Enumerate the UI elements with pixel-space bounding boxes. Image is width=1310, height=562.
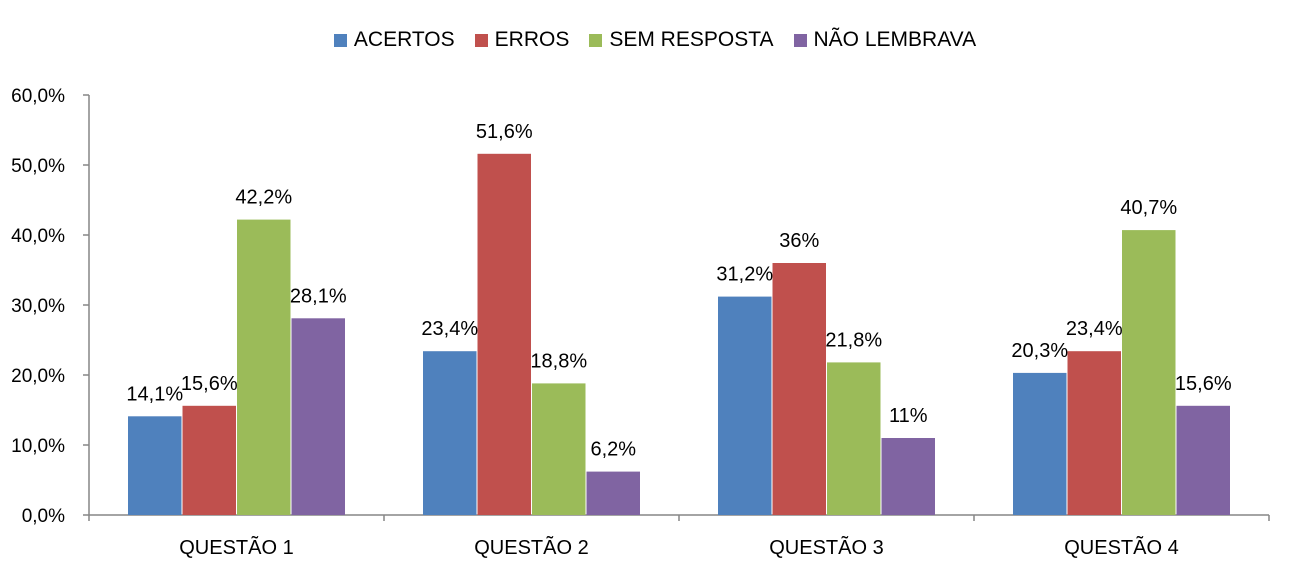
y-tick-label: 0,0% [22,506,65,527]
bar [291,318,345,515]
bar [772,263,826,515]
legend-label: ERROS [494,28,570,51]
y-tick-label: 10,0% [11,436,65,457]
bar [237,219,291,515]
data-label: 14,1% [126,383,183,405]
bar [182,405,236,515]
data-label: 51,6% [476,121,533,143]
legend-item: NÃO LEMBRAVA [793,28,977,52]
data-label: 42,2% [235,187,292,209]
legend-item: ACERTOS [333,28,455,52]
bar [1013,372,1067,515]
data-label: 6,2% [590,439,636,461]
bar [423,351,477,515]
legend-label: SEM RESPOSTA [609,28,774,51]
y-tick-label: 60,0% [11,86,65,107]
x-category-label: QUESTÃO 3 [769,535,883,559]
data-label: 23,4% [1066,318,1123,340]
data-label: 21,8% [825,329,882,351]
bar [881,438,935,515]
legend-swatch [589,33,603,47]
legend-item: SEM RESPOSTA [589,28,774,52]
bar [1067,351,1121,515]
bar [1122,230,1176,515]
data-label: 40,7% [1120,197,1177,219]
legend-label: ACERTOS [353,28,455,51]
data-label: 20,3% [1011,340,1068,362]
bar [718,296,772,515]
data-label: 11% [889,405,928,427]
data-label: 18,8% [530,350,587,372]
y-tick-label: 30,0% [11,296,65,317]
y-tick-label: 40,0% [11,226,65,247]
bar [1176,405,1230,515]
data-label: 15,6% [1175,373,1232,395]
legend-item: ERROS [474,28,570,52]
bar [827,362,881,515]
bar [532,383,586,515]
legend: ACERTOS ERROS SEM RESPOSTA NÃO LEMBRAVA [0,28,1310,52]
data-label: 28,1% [290,285,347,307]
legend-swatch [333,33,347,47]
y-tick-label: 20,0% [11,366,65,387]
bar [477,153,531,516]
data-label: 36% [779,230,819,252]
y-tick-label: 50,0% [11,156,65,177]
x-category-label: QUESTÃO 2 [474,535,588,559]
x-category-label: QUESTÃO 4 [1064,535,1178,559]
legend-label: NÃO LEMBRAVA [813,28,977,51]
data-label: 23,4% [421,318,478,340]
data-label: 31,2% [716,264,773,286]
data-label: 15,6% [181,373,238,395]
legend-swatch [793,33,807,47]
x-category-label: QUESTÃO 1 [179,535,293,559]
bar [128,416,182,515]
bar [586,471,640,515]
legend-swatch [474,33,488,47]
